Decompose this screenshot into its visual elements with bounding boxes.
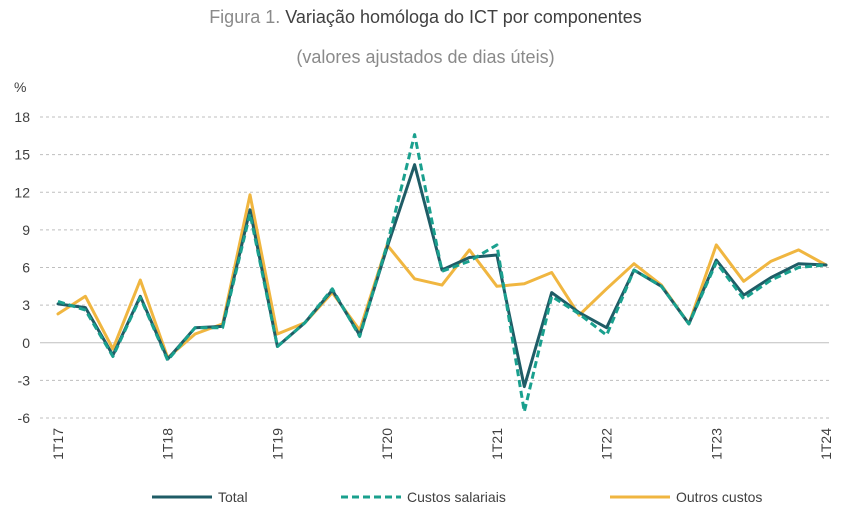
y-unit-label: % xyxy=(14,79,26,95)
x-tick-label: 1T22 xyxy=(599,428,615,460)
series-line-outros-custos xyxy=(56,193,828,360)
title-prefix: Figura 1. xyxy=(209,7,281,27)
x-tick-label: 1T19 xyxy=(269,428,285,460)
series-line-custos-salariais xyxy=(57,133,827,414)
x-tick-label: 1T20 xyxy=(379,428,395,460)
legend-label: Outros custos xyxy=(676,489,762,505)
title-main: Variação homóloga do ICT por componentes xyxy=(285,7,642,27)
y-tick-label: 12 xyxy=(14,184,30,200)
x-tick-label: 1T21 xyxy=(489,428,505,460)
legend-label: Total xyxy=(218,489,248,505)
x-tick-label: 1T23 xyxy=(708,428,724,460)
chart-title: Figura 1. Variação homóloga do ICT por c… xyxy=(0,6,851,28)
y-tick-label: 9 xyxy=(22,222,30,238)
x-axis: 1T17 1T18 1T19 1T20 1T21 1T22 1T23 1T24 xyxy=(50,428,834,460)
x-tick-label: 1T24 xyxy=(818,428,834,460)
y-tick-label: 0 xyxy=(22,335,30,351)
legend-label: Custos salariais xyxy=(407,489,506,505)
series-lines xyxy=(56,133,828,414)
y-tick-label: 3 xyxy=(22,297,30,313)
y-tick-label: -6 xyxy=(18,410,31,426)
chart-subtitle: (valores ajustados de dias úteis) xyxy=(296,47,555,67)
gridlines xyxy=(40,116,829,419)
y-tick-label: -3 xyxy=(18,372,31,388)
x-tick-label: 1T17 xyxy=(50,428,66,460)
y-tick-label: 18 xyxy=(14,109,30,125)
legend: Total Custos salariais Outros custos xyxy=(152,489,762,505)
y-tick-label: 15 xyxy=(14,147,30,163)
x-tick-label: 1T18 xyxy=(160,428,176,460)
y-tick-label: 6 xyxy=(22,260,30,276)
y-axis: -6 -3 0 3 6 9 12 15 18 xyxy=(14,109,30,426)
